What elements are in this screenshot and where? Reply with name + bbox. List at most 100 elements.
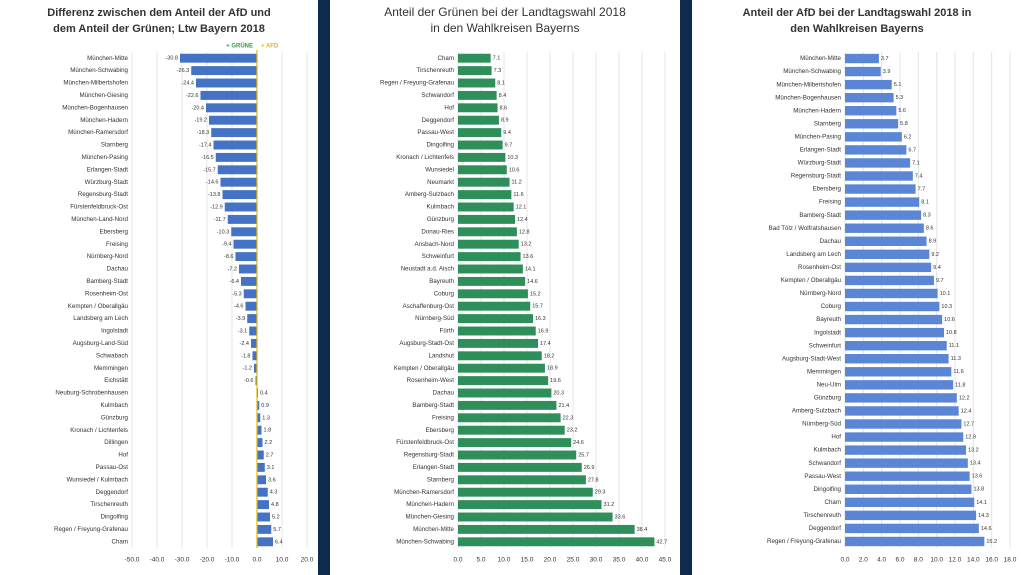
value-label: 20.3 (553, 390, 564, 396)
value-label: 16.3 (535, 316, 546, 322)
y-tick-label: Kronach / Lichtenfels (396, 154, 454, 161)
x-tick-label: 16.0 (985, 557, 998, 564)
y-tick-label: Coburg (434, 290, 455, 297)
y-tick-label: Schweinfurt (422, 253, 455, 260)
x-tick-label: 8.0 (914, 557, 923, 564)
y-tick-label: Günzburg (814, 395, 842, 402)
chart-title: Anteil der Grünen bei der Landtagswahl 2… (384, 5, 626, 19)
y-tick-label: Hof (831, 434, 841, 441)
value-label: 11.2 (512, 180, 522, 186)
x-tick-label: 30.0 (590, 557, 603, 564)
y-tick-label: Deggendorf (809, 525, 842, 532)
bar (458, 314, 533, 324)
bar (247, 314, 257, 324)
value-label: 22.3 (563, 415, 574, 421)
bar (458, 78, 496, 88)
value-label: 7.1 (912, 160, 920, 166)
bar (215, 152, 257, 162)
value-label: 5.3 (896, 95, 904, 101)
value-label: 5.7 (273, 527, 281, 533)
y-tick-label: Regensburg-Stadt (404, 452, 454, 459)
bar (211, 128, 257, 138)
value-label: 19.6 (550, 378, 561, 384)
y-tick-label: Erlangen-Stadt (413, 464, 455, 471)
value-label: 11.1 (949, 343, 959, 349)
value-label: 10.6 (509, 167, 520, 173)
y-tick-label: Erlangen-Stadt (800, 147, 842, 154)
value-label: 15.2 (530, 291, 541, 297)
y-tick-label: Cham (437, 55, 454, 62)
value-label: 23.2 (567, 428, 578, 434)
x-tick-label: 40.0 (636, 557, 649, 564)
value-label: -14.6 (206, 180, 219, 186)
y-tick-label: Würzburg-Stadt (85, 179, 129, 186)
y-tick-label: Bad Tölz / Wolfratshausen (769, 225, 842, 232)
bar (235, 252, 257, 262)
y-tick-label: Augsburg-Stadt-Ost (399, 340, 454, 347)
bar (458, 264, 523, 274)
value-label: -1.8 (241, 353, 250, 359)
bar (845, 79, 892, 90)
value-label: 18.9 (547, 366, 558, 372)
y-tick-label: Rosenheim-Ost (798, 264, 841, 271)
y-tick-label: Bayreuth (816, 316, 841, 323)
value-label: 7.7 (918, 187, 926, 193)
bar (227, 214, 257, 224)
value-label: 8.3 (923, 213, 931, 219)
y-tick-label: München-Giesing (80, 92, 129, 99)
y-tick-label: Dillingen (104, 439, 128, 446)
bar (458, 289, 528, 299)
value-label: -30.8 (165, 56, 178, 62)
value-label: 10.3 (507, 155, 518, 161)
bar (458, 276, 526, 286)
y-tick-label: Freising (432, 414, 455, 421)
y-tick-label: Regensburg-Stadt (78, 191, 128, 198)
bar (458, 190, 512, 200)
value-label: 8.4 (499, 93, 507, 99)
chart-title: in den Wahlkreisen Bayerns (431, 21, 580, 35)
value-label: -1.2 (243, 366, 252, 372)
y-tick-label: Erlangen-Stadt (87, 166, 129, 173)
value-label: 6.2 (904, 134, 912, 140)
value-label: 4.3 (270, 490, 278, 496)
value-label: 8.1 (497, 80, 505, 86)
y-tick-label: München-Milbertshofen (63, 80, 128, 87)
y-tick-label: München-Schwabing (396, 538, 454, 545)
value-label: 11.6 (513, 192, 523, 198)
bar (458, 462, 582, 472)
bar (845, 497, 975, 508)
value-label: -6.4 (230, 279, 239, 285)
bar (196, 78, 257, 88)
value-label: -3.1 (238, 328, 247, 334)
y-tick-label: Eichstätt (104, 377, 128, 384)
value-label: 12.8 (519, 229, 530, 235)
bar (458, 438, 572, 448)
value-label: -15.7 (203, 167, 216, 173)
value-label: 9.7 (936, 278, 944, 284)
value-label: 3.9 (883, 69, 891, 75)
y-tick-label: Passau-Ost (96, 464, 129, 471)
y-tick-label: Donau-Ries (421, 228, 454, 235)
value-label: 8.6 (500, 105, 508, 111)
y-tick-label: Kempten / Oberallgäu (781, 277, 842, 284)
y-tick-label: Bamberg-Stadt (86, 278, 128, 285)
y-tick-label: Regen / Freyung-Grafenau (767, 538, 842, 545)
y-tick-label: Starnberg (101, 142, 129, 149)
bar (217, 165, 257, 175)
bar (458, 400, 557, 410)
value-label: 9.7 (505, 142, 513, 148)
chart-title: dem Anteil der Grünen; Ltw Bayern 2018 (53, 23, 265, 35)
value-label: 7.3 (494, 68, 502, 74)
y-tick-label: Neu-Ulm (817, 381, 841, 388)
value-label: 13.6 (523, 254, 534, 260)
y-tick-label: München-Mitte (87, 55, 128, 62)
value-label: 13.2 (521, 242, 532, 248)
value-label: 5.8 (900, 121, 908, 127)
value-label: -26.3 (177, 68, 190, 74)
value-label: 11.6 (953, 369, 963, 375)
bar (845, 53, 879, 64)
value-label: 9.4 (503, 130, 511, 136)
y-tick-label: Nürnberg-Süd (415, 315, 454, 322)
y-tick-label: München-Land-Nord (71, 216, 128, 223)
